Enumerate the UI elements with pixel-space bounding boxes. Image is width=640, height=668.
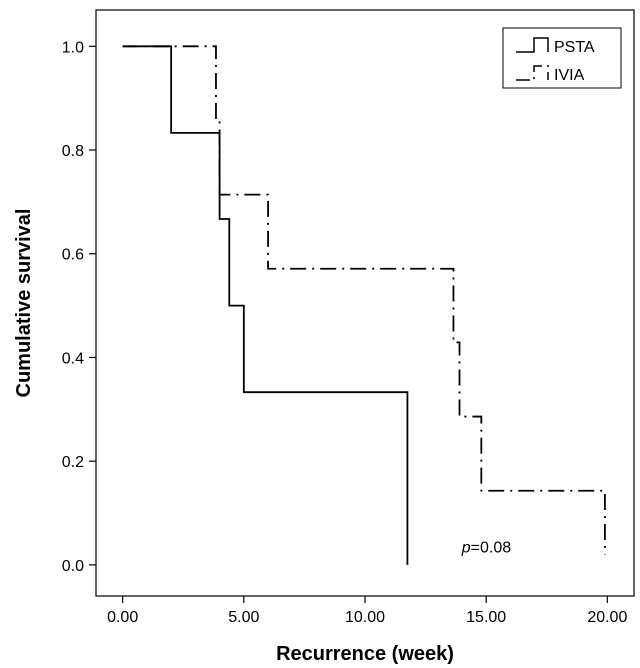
y-tick-label: 0.0: [62, 558, 84, 575]
legend-symbol-ivia: [516, 65, 549, 81]
x-tick-label: 15.00: [466, 609, 506, 626]
p-value-annotation: p=0.08: [461, 540, 511, 557]
series-line-ivia: [122, 45, 606, 555]
y-tick-label: 1.0: [62, 39, 84, 56]
x-axis-title: Recurrence (week): [276, 643, 454, 665]
x-tick-label: 0.00: [107, 609, 138, 626]
legend-label-psta: PSTA: [554, 39, 595, 56]
series-group: [122, 45, 606, 565]
series-line-psta: [122, 45, 409, 565]
legend-label-ivia: IVIA: [554, 67, 585, 84]
p-symbol: p: [461, 540, 471, 557]
x-tick-label: 10.00: [345, 609, 385, 626]
y-tick-label: 0.2: [62, 454, 84, 471]
legend: PSTA IVIA: [502, 27, 622, 89]
y-axis-title: Cumulative survival: [13, 209, 35, 398]
x-tick-label: 20.00: [587, 609, 627, 626]
x-tick-label: 5.00: [228, 609, 259, 626]
legend-symbol-psta: [516, 37, 549, 53]
y-tick-label: 0.6: [62, 247, 84, 264]
plot-frame: [95, 9, 635, 597]
tick-group: 0.00 5.00 10.00 15.00 20.00 0.0 0.2 0.4 0.6 0.8 1.…: [62, 39, 628, 626]
y-tick-label: 0.8: [62, 143, 84, 160]
y-tick-label: 0.4: [62, 350, 84, 367]
legend-box: [502, 27, 622, 89]
p-value: =0.08: [471, 540, 512, 557]
